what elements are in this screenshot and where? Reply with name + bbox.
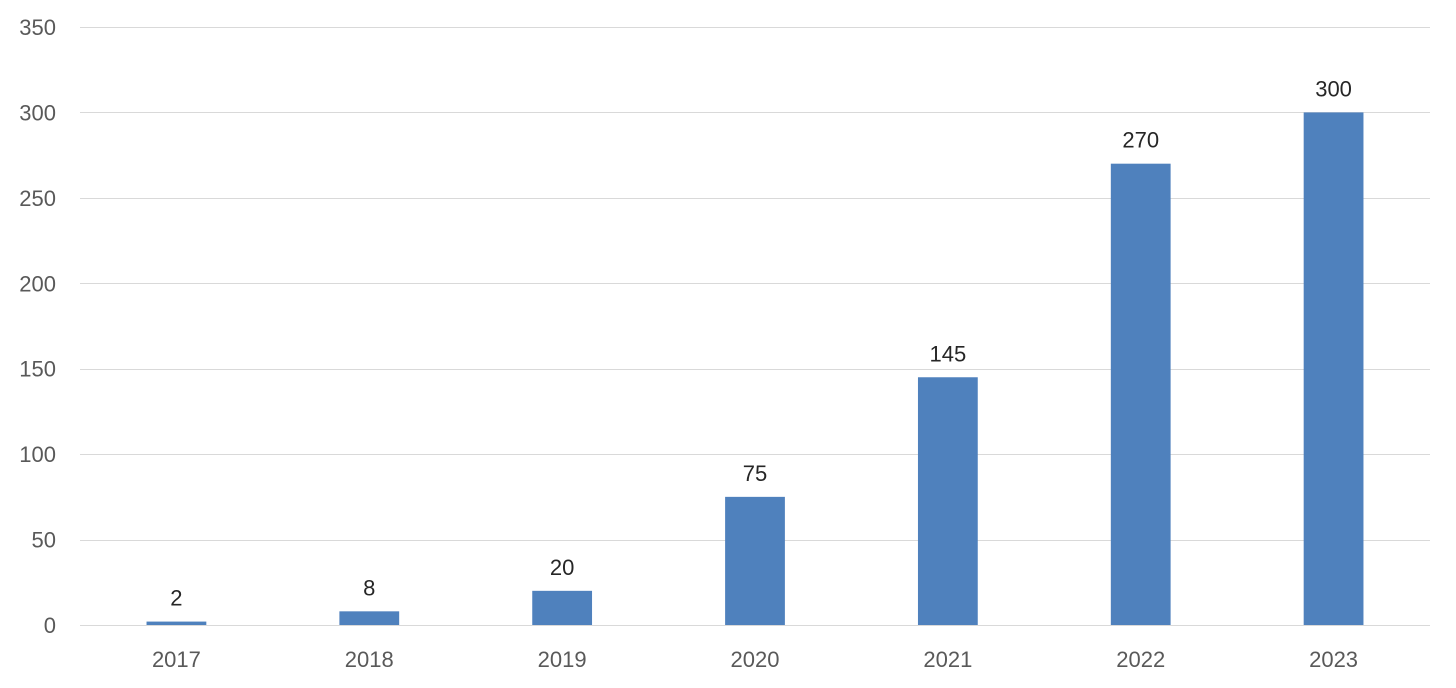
y-tick-label: 350	[19, 15, 56, 40]
data-labels: 2 8 20 75 145 270 300	[170, 76, 1352, 610]
data-label-2018: 8	[363, 575, 375, 600]
y-tick-label: 50	[32, 528, 56, 553]
bar-2023	[1303, 112, 1364, 625]
data-label-2023: 300	[1315, 76, 1352, 101]
gridlines	[80, 27, 1430, 626]
data-label-2017: 2	[170, 586, 182, 611]
bars	[146, 112, 1364, 625]
bar-2020	[725, 496, 785, 625]
x-axis-tick-labels: 2017 2018 2019 2020 2021 2022 2023	[152, 647, 1358, 672]
data-label-2021: 145	[929, 341, 966, 366]
x-tick-label-2020: 2020	[731, 647, 780, 672]
bar-2022	[1110, 163, 1171, 625]
bar-2017	[146, 621, 207, 625]
x-tick-label-2018: 2018	[345, 647, 394, 672]
x-tick-label-2017: 2017	[152, 647, 201, 672]
y-tick-label: 100	[19, 442, 56, 467]
y-axis-tick-labels: 0 50 100 150 200 250 300 350	[19, 15, 56, 638]
y-tick-label: 200	[19, 271, 56, 296]
x-tick-label-2022: 2022	[1116, 647, 1165, 672]
data-label-2019: 20	[550, 555, 574, 580]
data-label-2020: 75	[743, 461, 767, 486]
x-tick-label-2019: 2019	[538, 647, 587, 672]
bar-2019	[532, 590, 593, 625]
y-tick-label: 0	[44, 613, 56, 638]
bar-2018	[339, 611, 400, 625]
data-label-2022: 270	[1122, 128, 1159, 153]
x-tick-label-2023: 2023	[1309, 647, 1358, 672]
y-tick-label: 300	[19, 100, 56, 125]
x-tick-label-2021: 2021	[923, 647, 972, 672]
y-tick-label: 250	[19, 186, 56, 211]
bar-2021	[917, 377, 978, 625]
y-tick-label: 150	[19, 357, 56, 382]
